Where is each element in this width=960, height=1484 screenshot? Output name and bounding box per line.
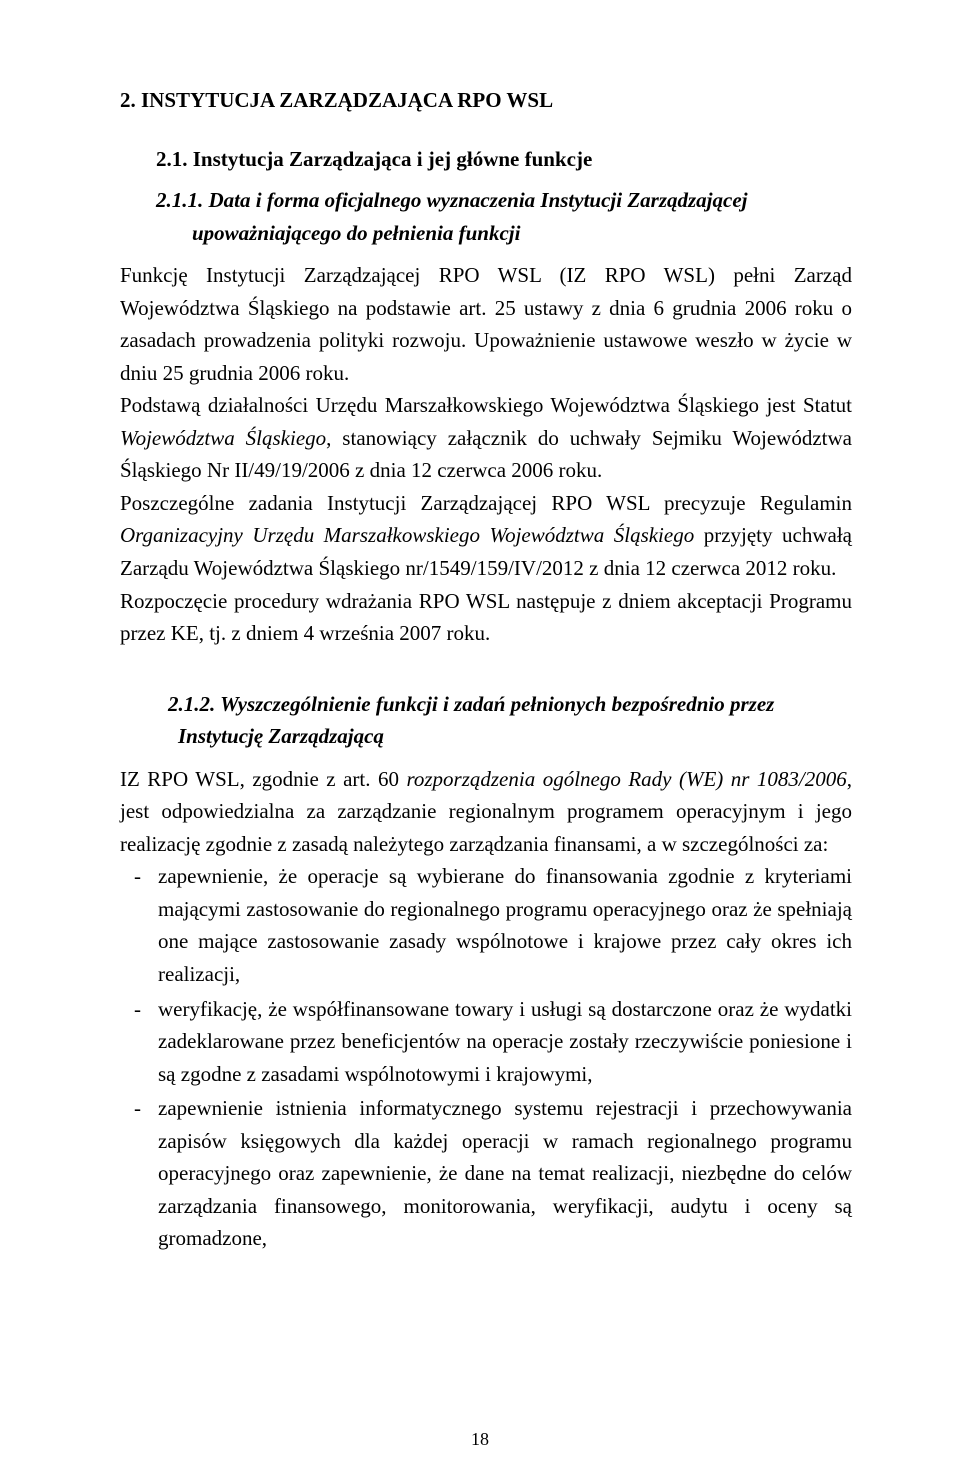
list-item: zapewnienie, że operacje są wybierane do… bbox=[120, 860, 852, 990]
paragraph-3-a: Poszczególne zadania Instytucji Zarządza… bbox=[120, 491, 852, 515]
document-page: 2. INSTYTUCJA ZARZĄDZAJĄCA RPO WSL 2.1. … bbox=[0, 0, 960, 1484]
heading-3-1-number: 2.1.1. bbox=[156, 188, 203, 212]
heading-3-2-text: Wyszczególnienie funkcji i zadań pełnion… bbox=[178, 692, 774, 749]
paragraph-1: Funkcję Instytucji Zarządzającej RPO WSL… bbox=[120, 259, 852, 389]
heading-3-2: 2.1.2. Wyszczególnienie funkcji i zadań … bbox=[178, 688, 852, 753]
paragraph-5-italic: rozporządzenia ogólnego Rady (WE) nr 108… bbox=[406, 767, 846, 791]
paragraph-4: Rozpoczęcie procedury wdrażania RPO WSL … bbox=[120, 585, 852, 650]
list-item: zapewnienie istnienia informatycznego sy… bbox=[120, 1092, 852, 1255]
heading-3-1-text: Data i forma oficjalnego wyznaczenia Ins… bbox=[192, 188, 748, 245]
list-item: weryfikację, że współfinansowane towary … bbox=[120, 993, 852, 1091]
paragraph-3: Poszczególne zadania Instytucji Zarządza… bbox=[120, 487, 852, 585]
heading-3-2-number: 2.1.2. bbox=[168, 692, 215, 716]
heading-1: 2. INSTYTUCJA ZARZĄDZAJĄCA RPO WSL bbox=[120, 88, 852, 113]
paragraph-2: Podstawą działalności Urzędu Marszałkows… bbox=[120, 389, 852, 487]
paragraph-2-italic: Województwa Śląskiego bbox=[120, 426, 326, 450]
paragraph-5: IZ RPO WSL, zgodnie z art. 60 rozporządz… bbox=[120, 763, 852, 861]
page-number: 18 bbox=[0, 1429, 960, 1450]
heading-3-1: 2.1.1. Data i forma oficjalnego wyznacze… bbox=[192, 184, 852, 249]
bullet-list: zapewnienie, że operacje są wybierane do… bbox=[120, 860, 852, 1255]
paragraph-3-italic: Organizacyjny Urzędu Marszałkowskiego Wo… bbox=[120, 523, 694, 547]
paragraph-2-a: Podstawą działalności Urzędu Marszałkows… bbox=[120, 393, 852, 417]
paragraph-5-a: IZ RPO WSL, zgodnie z art. 60 bbox=[120, 767, 406, 791]
spacer bbox=[120, 650, 852, 688]
heading-2: 2.1. Instytucja Zarządzająca i jej główn… bbox=[156, 147, 852, 172]
